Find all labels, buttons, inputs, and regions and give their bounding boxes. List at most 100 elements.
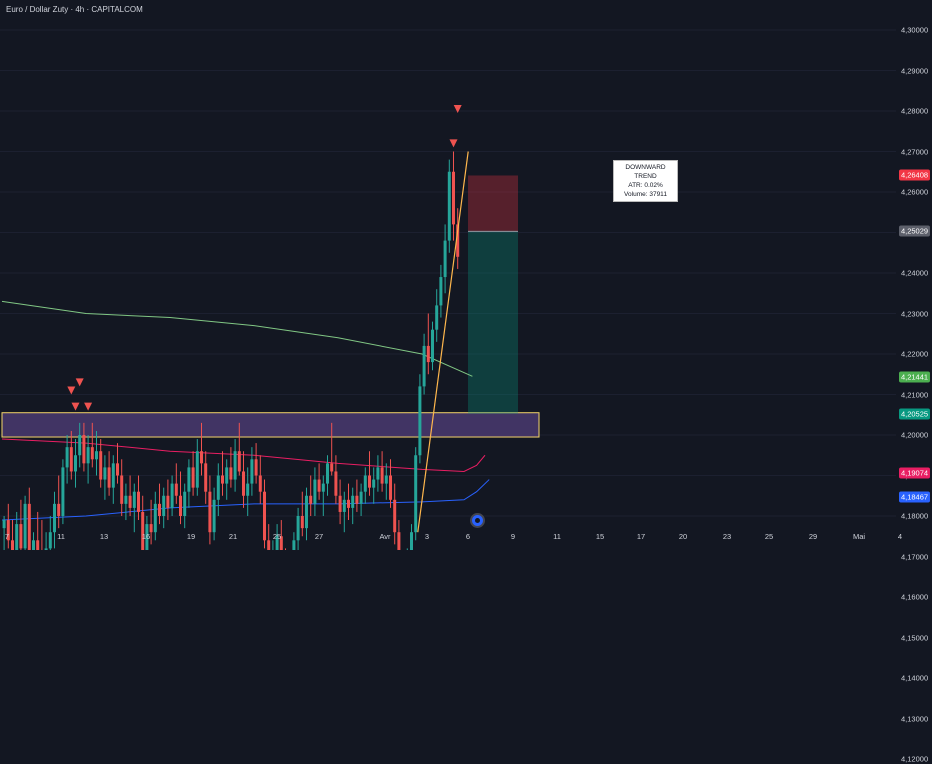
candle [86, 447, 90, 464]
candle [422, 345, 426, 387]
y-tick-label: 4,20000 [901, 430, 929, 440]
sell-signal-icon [71, 402, 80, 411]
x-tick-label: 29 [808, 532, 818, 541]
candle [447, 171, 451, 241]
candle [368, 475, 371, 488]
candle [317, 479, 321, 492]
candle [103, 467, 107, 480]
sell-signal-icon [67, 386, 76, 395]
candle [393, 499, 397, 533]
candle [15, 524, 19, 550]
candle [410, 532, 413, 550]
candle [233, 451, 237, 480]
candle [204, 463, 208, 492]
candle [141, 511, 145, 550]
profit-zone [468, 231, 518, 414]
y-tick-label: 4,16000 [901, 592, 929, 602]
candle [452, 171, 455, 225]
candle [309, 495, 313, 504]
chart-background [0, 0, 932, 550]
y-tick-label: 4,24000 [901, 268, 929, 278]
candle [443, 240, 447, 278]
candle [36, 540, 40, 550]
candle [305, 495, 308, 529]
candle [6, 520, 10, 541]
candle [170, 483, 174, 508]
candle [292, 540, 296, 550]
candle [384, 475, 388, 484]
resistance-zone [1, 412, 540, 438]
x-tick-label: 6 [465, 532, 471, 541]
x-tick-label: Mai [852, 532, 866, 541]
candle [187, 467, 191, 492]
candle [334, 471, 338, 496]
candle [275, 536, 279, 550]
candle [132, 491, 136, 508]
candle [137, 491, 140, 512]
y-tick-label: 4,17000 [901, 552, 929, 561]
symbol-title[interactable]: Euro / Dollar Zuty · 4h · CAPITALCOM [6, 5, 143, 14]
candle [149, 524, 153, 533]
ma-green-line [1, 300, 473, 377]
x-tick-label: 11 [57, 532, 65, 541]
candle [372, 479, 376, 488]
candle [313, 479, 317, 504]
price-chart[interactable] [0, 0, 932, 550]
candle [78, 435, 82, 456]
candle [326, 463, 329, 484]
candle [2, 520, 6, 529]
candle [95, 451, 98, 460]
candle [82, 435, 86, 464]
x-tick-label: 7 [4, 532, 10, 541]
candle [111, 463, 115, 488]
candle [200, 451, 203, 464]
candle [120, 475, 124, 504]
candle [212, 499, 216, 533]
x-tick-label: 3 [424, 532, 430, 541]
candle [296, 516, 300, 541]
y-tick-label: 4,18000 [901, 511, 929, 521]
x-tick-label: 27 [314, 532, 324, 541]
atr-label: ATR: 0.02% [628, 182, 663, 189]
x-tick-label: 9 [510, 532, 516, 541]
candle [128, 495, 132, 508]
candle [355, 495, 359, 504]
candle [225, 467, 229, 484]
x-tick-label: 17 [636, 532, 646, 541]
candle [48, 532, 52, 549]
candle [300, 516, 304, 529]
y-tick-label: 4,13000 [901, 714, 929, 723]
candle [330, 463, 334, 472]
candle [145, 524, 149, 550]
candle [208, 491, 212, 533]
candle [179, 495, 182, 516]
candle [65, 447, 69, 468]
sell-signal-icon [453, 104, 462, 113]
sell-signal-icon [75, 378, 84, 387]
candle [90, 447, 94, 460]
x-tick-label: 16 [141, 532, 151, 541]
ma-green-badge: 4,21441 [899, 371, 930, 383]
y-tick-label: 4,21000 [901, 390, 929, 399]
ma-blue-line [1, 479, 490, 521]
candle [153, 503, 157, 533]
candle [237, 451, 241, 472]
candle [195, 451, 199, 488]
y-tick-label: 4,29000 [901, 66, 929, 75]
candle [279, 536, 283, 550]
stop-zone [468, 175, 518, 232]
x-tick-label: 25 [272, 532, 282, 541]
candle [57, 503, 61, 516]
candle [221, 475, 224, 484]
candle [363, 475, 367, 492]
candle [347, 499, 350, 508]
candle [61, 467, 65, 516]
candle [431, 329, 434, 363]
candle [267, 540, 271, 550]
candle [32, 540, 35, 550]
y-tick-label: 4,12000 [901, 754, 929, 764]
candle [158, 503, 161, 516]
y-tick-label: 4,30000 [901, 25, 929, 35]
candle [183, 491, 187, 516]
target-icon[interactable] [470, 513, 485, 528]
